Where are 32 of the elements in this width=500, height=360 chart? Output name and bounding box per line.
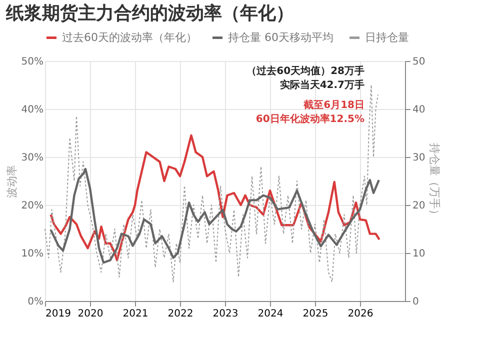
x-tick-label: 2021	[122, 308, 148, 320]
x-tick-label: 2026	[348, 308, 374, 320]
y-tick-label: 50%	[21, 56, 44, 68]
annotation: （过去60天均值）28万手	[246, 65, 364, 77]
line-series	[50, 134, 380, 262]
chart-title: 纸浆期货主力合约的波动率（年化）	[4, 3, 294, 24]
annotation: 60日年化波动率12.5%	[256, 113, 364, 125]
line-series	[50, 168, 380, 264]
x-tick-label: 2025	[302, 308, 328, 320]
x-tick-label: 2019	[46, 308, 71, 320]
y2-axis-title: 持仓量（万手）	[428, 143, 442, 220]
x-tick-label: 2024	[258, 308, 284, 320]
x-tick-label: 2023	[212, 308, 238, 320]
y-tick-label: 10%	[21, 248, 44, 260]
annotation: 实际当天42.7万手	[280, 79, 364, 91]
legend-label: 持仓量 60天移动平均	[228, 30, 334, 44]
x-tick-label: 2022	[168, 308, 194, 320]
legend-label: 日持仓量	[365, 30, 409, 44]
y-axis-title: 波动率	[5, 165, 18, 198]
legend-label: 过去60天的波动率（年化）	[62, 30, 197, 44]
y2-tick-label: 20	[412, 200, 426, 212]
annotation: 截至6月18日	[302, 99, 364, 111]
y-tick-label: 20%	[21, 200, 44, 212]
y2-tick-label: 50	[412, 56, 426, 68]
y2-tick-label: 40	[412, 104, 426, 116]
y-tick-label: 30%	[21, 152, 44, 164]
y-tick-label: 0%	[28, 296, 44, 308]
y-tick-label: 40%	[21, 104, 44, 116]
x-tick-label: 2020	[78, 308, 104, 320]
y2-tick-label: 0	[412, 296, 419, 308]
y2-tick-label: 10	[412, 248, 426, 260]
y2-tick-label: 30	[412, 152, 426, 164]
